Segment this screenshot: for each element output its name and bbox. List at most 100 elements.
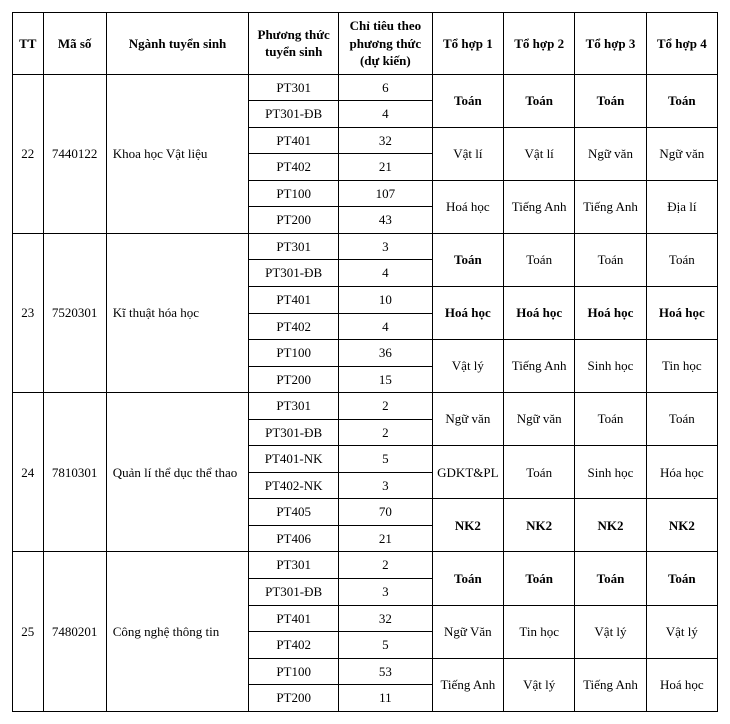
cell-subject: Vật lý [432,340,503,393]
cell-subject: Tin học [646,340,717,393]
cell-nganh: Quản lí thể dục thể thao [106,393,249,552]
cell-subject: Ngữ Văn [432,605,503,658]
cell-quota: 4 [338,101,432,128]
cell-quota: 32 [338,127,432,154]
cell-subject: Vật lí [504,127,575,180]
cell-subject: Toán [504,552,575,605]
cell-tt: 22 [13,74,44,233]
cell-quota: 3 [338,579,432,606]
cell-method: PT301 [249,233,339,260]
cell-subject: NK2 [575,499,646,552]
col-th3: Tổ hợp 3 [575,13,646,75]
cell-quota: 32 [338,605,432,632]
col-pt: Phương thức tuyển sinh [249,13,339,75]
cell-subject: GDKT&PL [432,446,503,499]
cell-maso: 7810301 [43,393,106,552]
cell-method: PT200 [249,366,339,393]
cell-method: PT301 [249,552,339,579]
table-row: 247810301Quản lí thể dục thể thaoPT3012N… [13,393,718,420]
col-tt: TT [13,13,44,75]
cell-subject: Toán [646,552,717,605]
cell-quota: 36 [338,340,432,367]
cell-subject: Ngữ văn [504,393,575,446]
cell-subject: Toán [504,74,575,127]
cell-method: PT100 [249,180,339,207]
cell-quota: 11 [338,685,432,712]
cell-subject: NK2 [504,499,575,552]
cell-quota: 4 [338,313,432,340]
cell-tt: 25 [13,552,44,711]
cell-nganh: Công nghệ thông tin [106,552,249,711]
cell-subject: Tiếng Anh [575,180,646,233]
cell-subject: Hoá học [646,287,717,340]
cell-subject: Ngữ văn [646,127,717,180]
cell-quota: 43 [338,207,432,234]
cell-method: PT301-ĐB [249,579,339,606]
cell-tt: 24 [13,393,44,552]
cell-method: PT401 [249,127,339,154]
cell-method: PT301 [249,393,339,420]
cell-subject: Toán [575,393,646,446]
cell-subject: Ngữ văn [575,127,646,180]
cell-method: PT301 [249,74,339,101]
cell-quota: 3 [338,472,432,499]
cell-subject: Toán [432,233,503,286]
cell-quota: 53 [338,658,432,685]
cell-subject: Toán [646,74,717,127]
cell-quota: 21 [338,154,432,181]
cell-nganh: Khoa học Vật liệu [106,74,249,233]
cell-quota: 3 [338,233,432,260]
cell-method: PT401 [249,605,339,632]
cell-method: PT100 [249,340,339,367]
cell-method: PT402-NK [249,472,339,499]
cell-subject: Sinh học [575,446,646,499]
cell-subject: Toán [432,552,503,605]
cell-subject: Vật lý [646,605,717,658]
cell-method: PT402 [249,313,339,340]
cell-subject: Toán [646,393,717,446]
table-body: 227440122Khoa học Vật liệuPT3016ToánToán… [13,74,718,711]
cell-maso: 7440122 [43,74,106,233]
cell-tt: 23 [13,233,44,392]
cell-quota: 6 [338,74,432,101]
cell-subject: NK2 [646,499,717,552]
cell-subject: Vật lí [432,127,503,180]
cell-quota: 5 [338,632,432,659]
table-row: 237520301Kĩ thuật hóa họcPT3013ToánToánT… [13,233,718,260]
table-row: 227440122Khoa học Vật liệuPT3016ToánToán… [13,74,718,101]
cell-subject: Ngữ văn [432,393,503,446]
cell-subject: Tiếng Anh [504,340,575,393]
cell-quota: 107 [338,180,432,207]
cell-method: PT200 [249,685,339,712]
cell-quota: 4 [338,260,432,287]
cell-quota: 70 [338,499,432,526]
cell-subject: Hoá học [432,180,503,233]
col-nganh: Ngành tuyển sinh [106,13,249,75]
cell-quota: 2 [338,419,432,446]
cell-subject: Hoá học [432,287,503,340]
cell-subject: Tiếng Anh [575,658,646,711]
cell-method: PT402 [249,632,339,659]
cell-subject: Tiếng Anh [504,180,575,233]
cell-quota: 2 [338,552,432,579]
cell-subject: Địa lí [646,180,717,233]
col-th2: Tổ hợp 2 [504,13,575,75]
cell-quota: 10 [338,287,432,314]
cell-method: PT401-NK [249,446,339,473]
cell-method: PT405 [249,499,339,526]
cell-subject: Sinh học [575,340,646,393]
cell-subject: Toán [504,233,575,286]
cell-subject: Toán [432,74,503,127]
cell-method: PT402 [249,154,339,181]
cell-subject: Tiếng Anh [432,658,503,711]
cell-nganh: Kĩ thuật hóa học [106,233,249,392]
cell-subject: NK2 [432,499,503,552]
cell-method: PT301-ĐB [249,101,339,128]
cell-subject: Toán [575,233,646,286]
col-maso: Mã số [43,13,106,75]
cell-quota: 21 [338,525,432,552]
cell-subject: Hóa học [646,446,717,499]
cell-method: PT301-ĐB [249,419,339,446]
col-th4: Tổ hợp 4 [646,13,717,75]
cell-subject: Toán [575,552,646,605]
